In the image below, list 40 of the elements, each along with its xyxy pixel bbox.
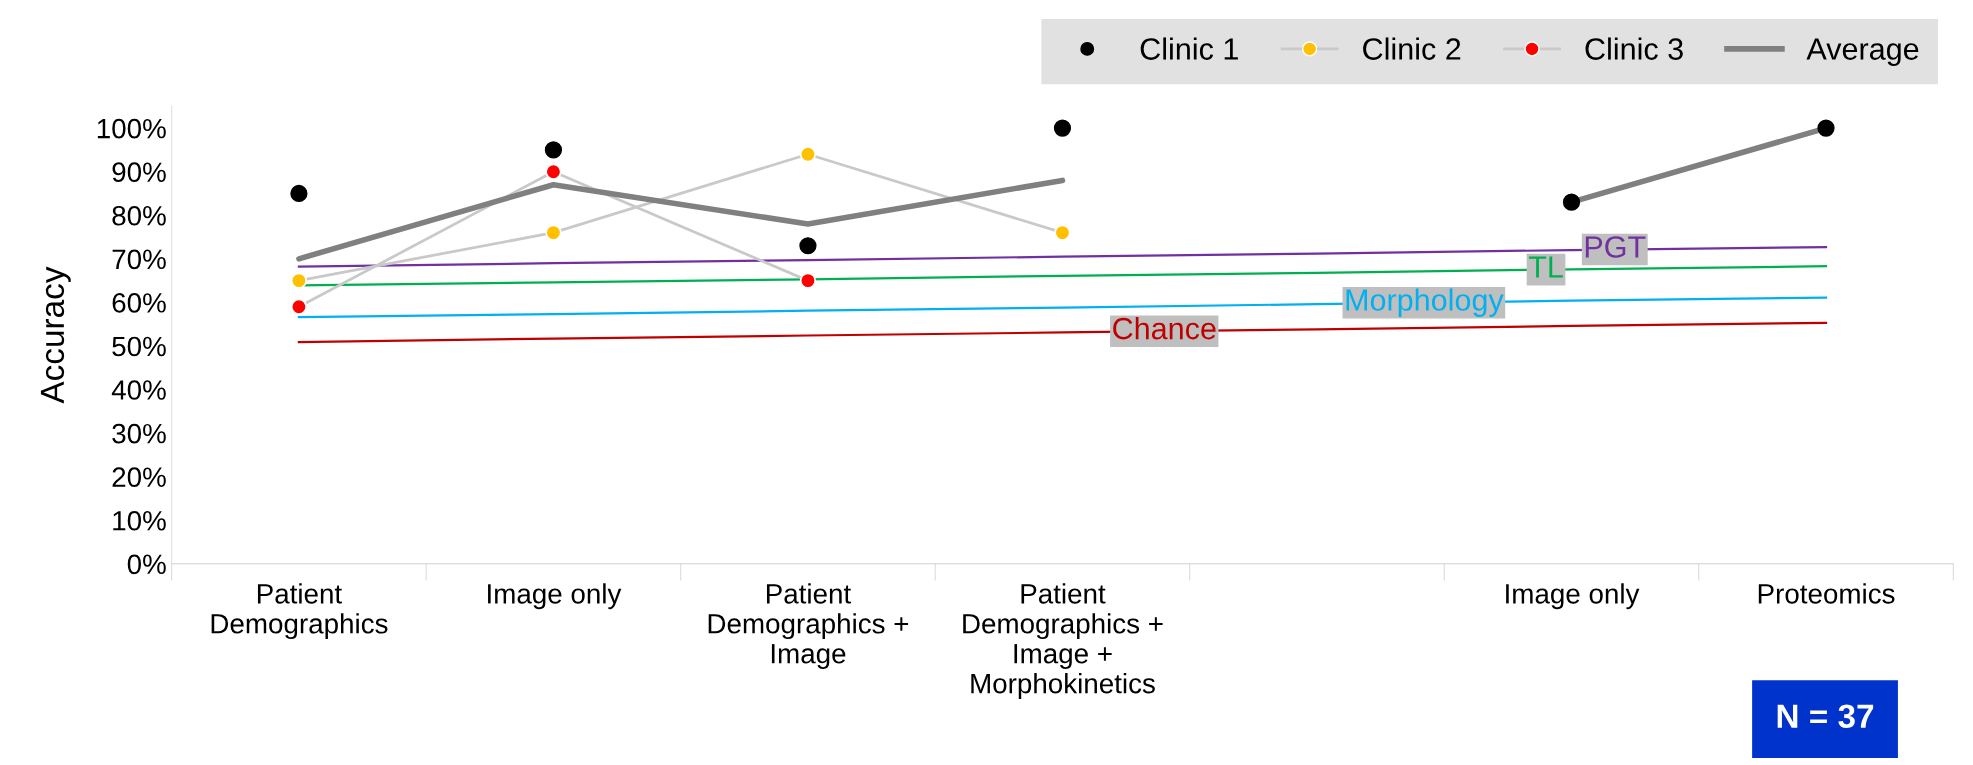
y-tick-label: 30%	[112, 423, 166, 444]
point	[544, 141, 563, 159]
y-tick-label: 80%	[112, 205, 166, 226]
y-axis-title: Accuracy	[40, 266, 71, 404]
legend-label: Clinic 3	[1585, 37, 1683, 60]
y-tick-label: 40%	[111, 380, 166, 400]
y-tick-label: 60%	[112, 293, 166, 313]
point	[799, 237, 817, 255]
y-tick-label: 90%	[112, 162, 166, 183]
series-label: Morphology	[1346, 288, 1504, 317]
y-tick-label: 100%	[97, 118, 166, 139]
text: N = 37	[1777, 704, 1874, 729]
point	[1053, 119, 1072, 137]
point	[799, 272, 817, 289]
x-tick-label: Image only	[488, 583, 622, 610]
y-tick-label: 50%	[112, 336, 166, 357]
y-tick-label: 0%	[127, 554, 166, 575]
point	[1562, 193, 1581, 211]
point	[290, 184, 308, 203]
legend-label: Clinic 1	[1140, 37, 1238, 60]
x-tick-label: Patient Demographics + Image	[708, 583, 909, 669]
point	[290, 272, 308, 289]
point	[799, 146, 817, 163]
series-label: Chance	[1113, 316, 1216, 340]
legend-label: Average	[1806, 38, 1919, 66]
series-label: PGT	[1585, 236, 1646, 258]
x-tick-label: Patient Demographics + Image + Morphokinetics	[963, 583, 1163, 699]
y-tick-label: 20%	[112, 467, 166, 488]
series-label: TL	[1528, 256, 1563, 278]
point	[1817, 119, 1835, 137]
legend-label: Clinic 2	[1363, 37, 1461, 60]
x-tick-label: Image only	[1506, 583, 1640, 610]
y-tick-label: 70%	[112, 249, 166, 270]
point	[1054, 224, 1071, 241]
point	[545, 224, 562, 241]
point	[545, 163, 562, 180]
x-tick-label: Patient Demographics	[211, 583, 388, 640]
y-tick-label: 10%	[113, 510, 166, 531]
point	[290, 298, 308, 315]
x-tick-label: Proteomics	[1758, 583, 1895, 604]
